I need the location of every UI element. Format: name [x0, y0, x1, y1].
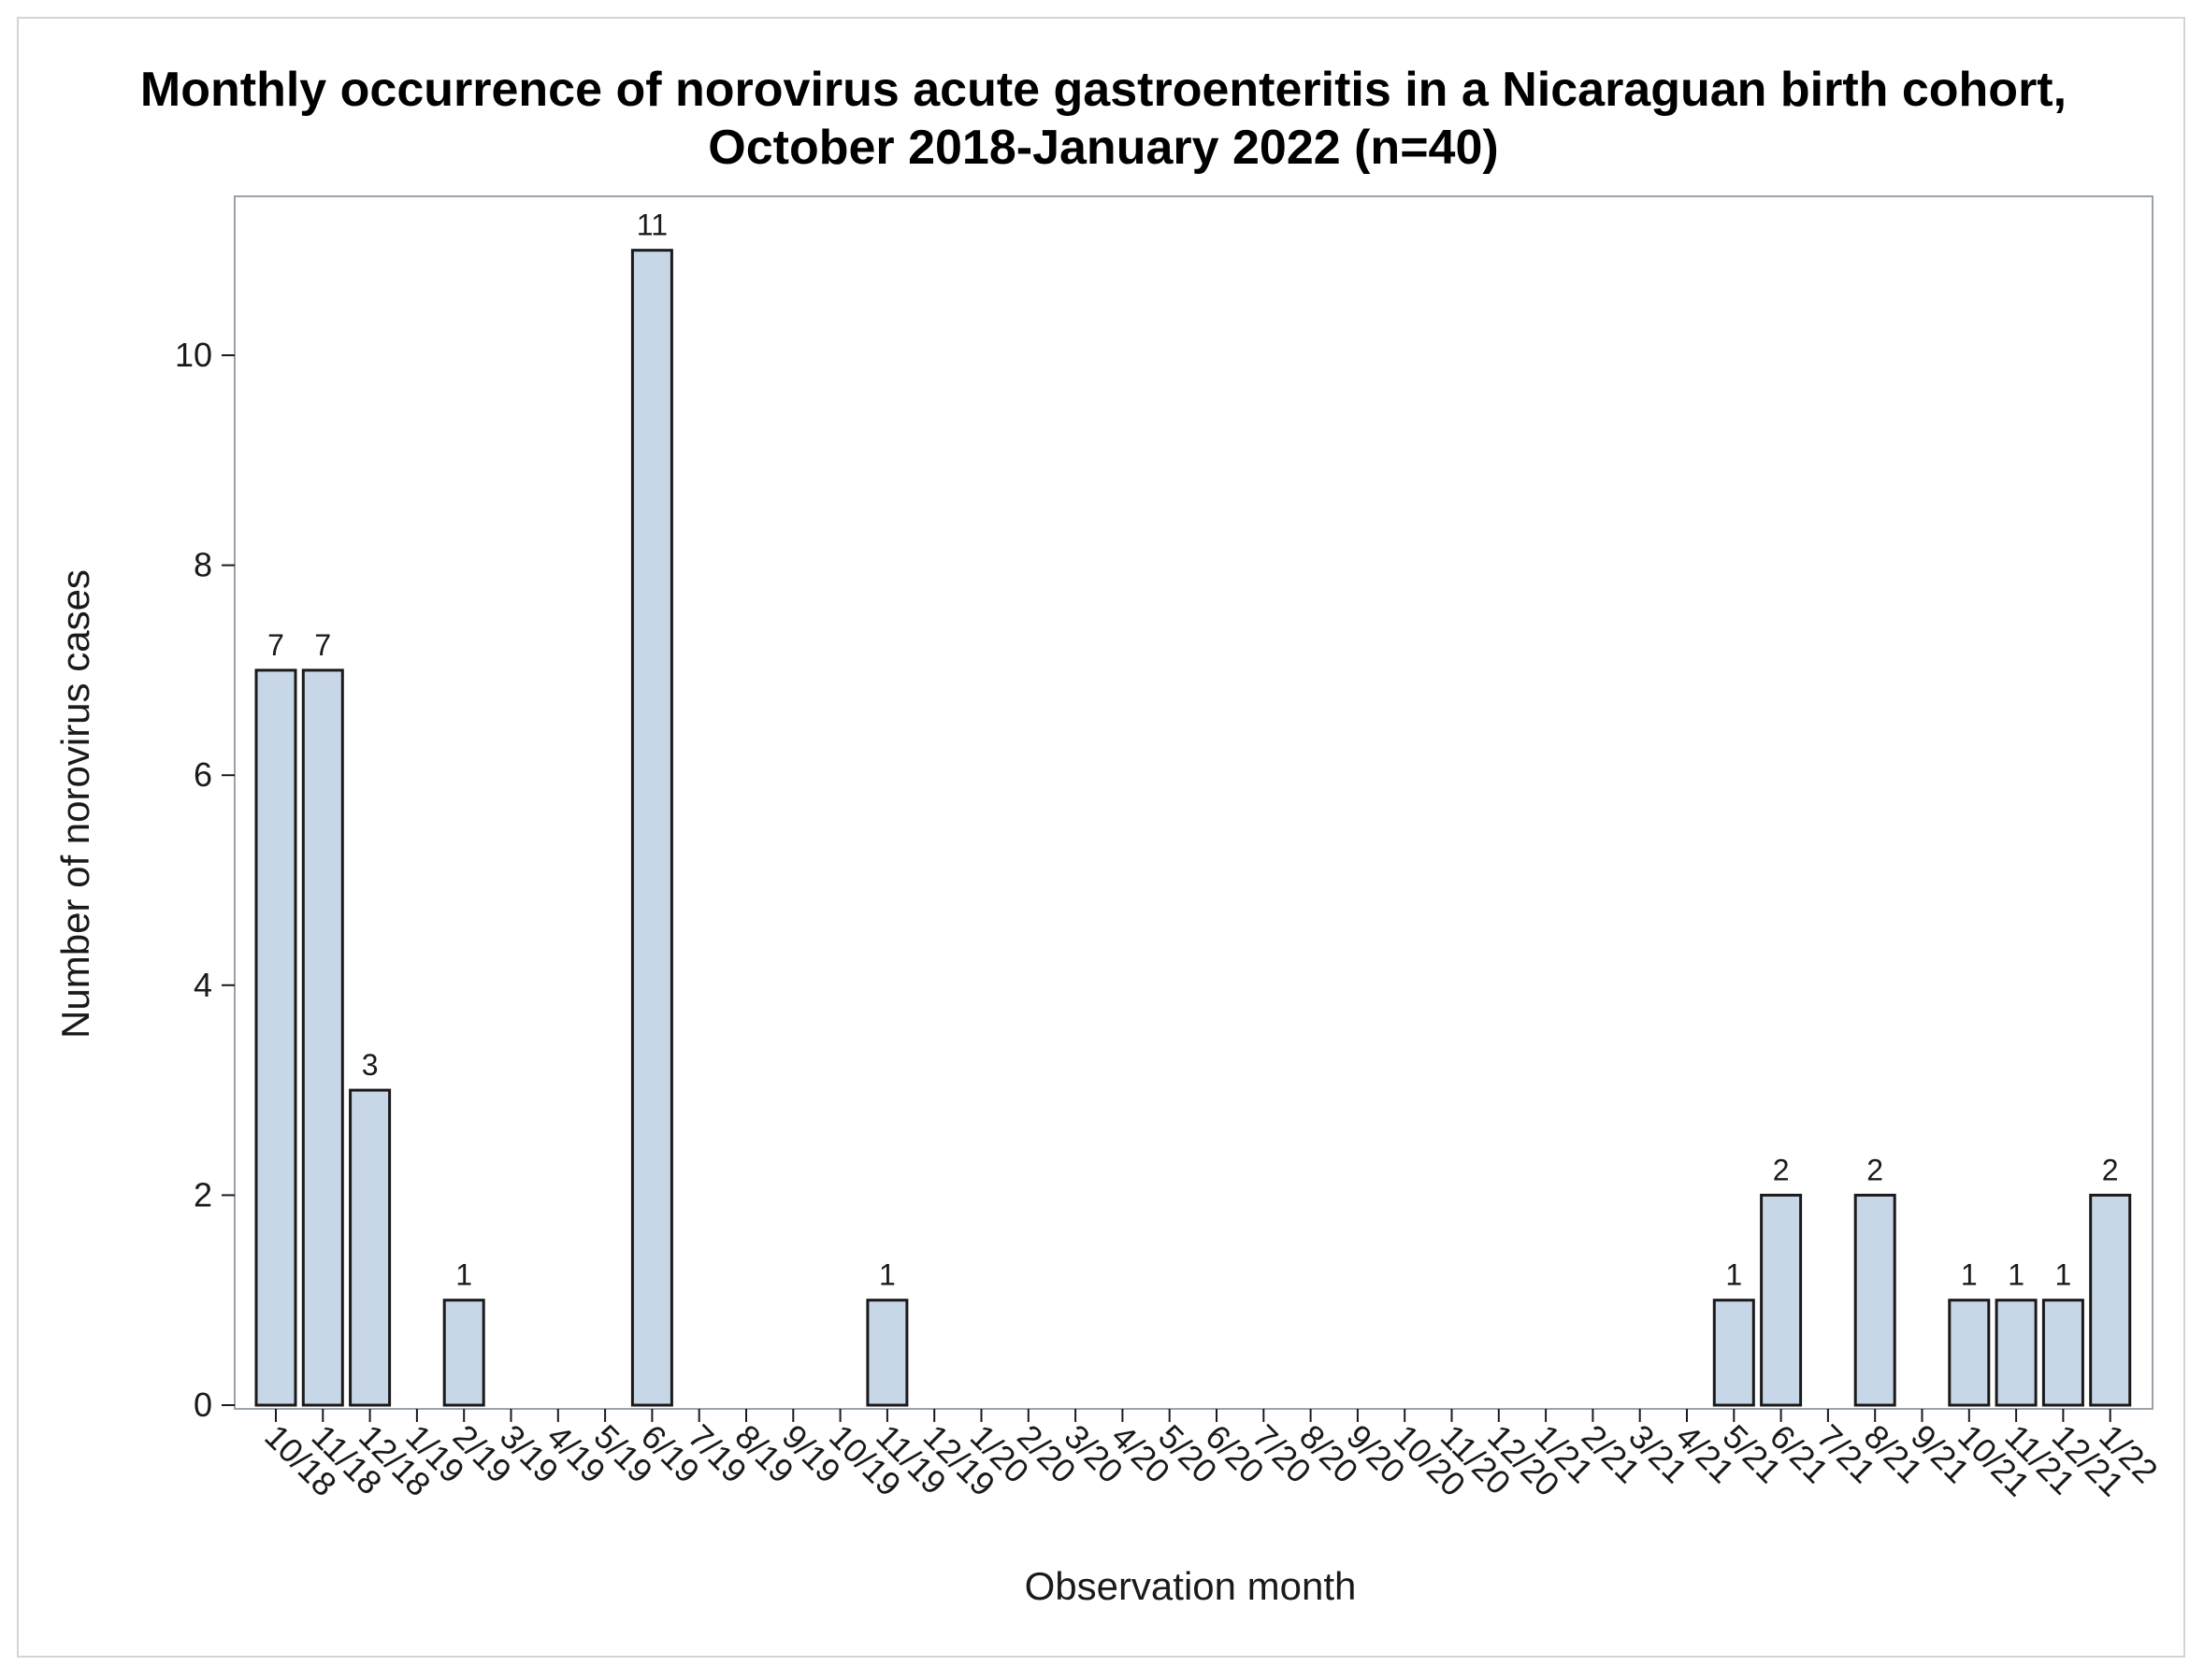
y-tick-label: 2: [194, 1175, 212, 1213]
bar-value-label: 1: [455, 1258, 472, 1292]
x-axis-label: Observation month: [1025, 1564, 1357, 1608]
y-tick-label: 8: [194, 546, 212, 584]
bar-12-21: [2041, 1299, 2084, 1407]
bar-value-label: 1: [2055, 1258, 2072, 1292]
chart-title: Monthly occurrence of norovirus acute ga…: [140, 63, 2067, 117]
bar-value-label: 1: [1961, 1258, 1978, 1292]
bar-10-21: [1948, 1299, 1991, 1407]
bar-5-21: [1712, 1299, 1755, 1407]
bar-6-21: [1760, 1193, 1803, 1407]
bar-value-label: 7: [267, 628, 284, 662]
chart-subtitle: October 2018-January 2022 (n=40): [708, 121, 1498, 175]
bar-1-22: [2089, 1193, 2132, 1407]
bar-chart: Monthly occurrence of norovirus acute ga…: [53, 63, 2166, 1608]
bar-10-18: [254, 668, 297, 1407]
bar-12-18: [349, 1088, 392, 1407]
x-axis: 10/1811/1812/181/192/193/194/195/196/197…: [257, 1409, 2166, 1503]
bar-11-19: [866, 1299, 909, 1407]
bar-2-19: [442, 1299, 485, 1407]
y-axis: 0 2 4 6 8 10: [175, 336, 235, 1424]
y-axis-label: Number of norovirus cases: [53, 569, 97, 1039]
bar-11-21: [1995, 1299, 2038, 1407]
bar-value-label: 1: [879, 1258, 896, 1292]
y-tick-label: 6: [194, 755, 212, 794]
bar-11-18: [301, 668, 344, 1407]
bar-value-label: 1: [1725, 1258, 1742, 1292]
chart-frame: Monthly occurrence of norovirus acute ga…: [17, 17, 2185, 1658]
bar-value-label: 11: [637, 208, 668, 242]
bar-value-label: 2: [2102, 1153, 2119, 1186]
bar-value-label: 1: [2008, 1258, 2024, 1292]
bar-value-label: 7: [314, 628, 331, 662]
bar-value-label: 2: [1773, 1153, 1790, 1186]
bar-value-label: 2: [1866, 1153, 1883, 1186]
y-tick-label: 0: [194, 1386, 212, 1424]
bar-value-label: 3: [362, 1048, 379, 1082]
y-tick-label: 10: [175, 336, 212, 374]
bar-6-19: [630, 249, 673, 1407]
y-tick-label: 4: [194, 966, 212, 1004]
bars: [254, 249, 2132, 1407]
plot-area-frame: [234, 195, 2154, 1410]
bar-8-21: [1853, 1193, 1896, 1407]
